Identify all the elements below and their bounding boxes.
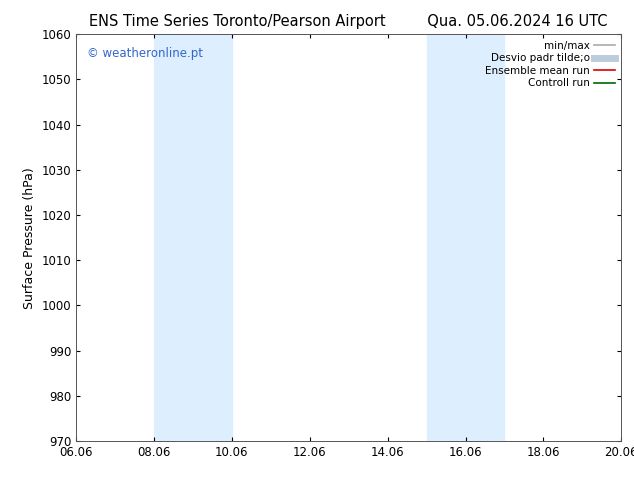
Text: © weatheronline.pt: © weatheronline.pt	[87, 47, 203, 59]
Bar	[427, 34, 505, 441]
Bar	[154, 34, 232, 441]
Legend: min/max, Desvio padr tilde;o, Ensemble mean run, Controll run: min/max, Desvio padr tilde;o, Ensemble m…	[483, 39, 617, 91]
Y-axis label: Surface Pressure (hPa): Surface Pressure (hPa)	[23, 167, 36, 309]
Title: ENS Time Series Toronto/Pearson Airport         Qua. 05.06.2024 16 UTC: ENS Time Series Toronto/Pearson Airport …	[89, 14, 608, 29]
